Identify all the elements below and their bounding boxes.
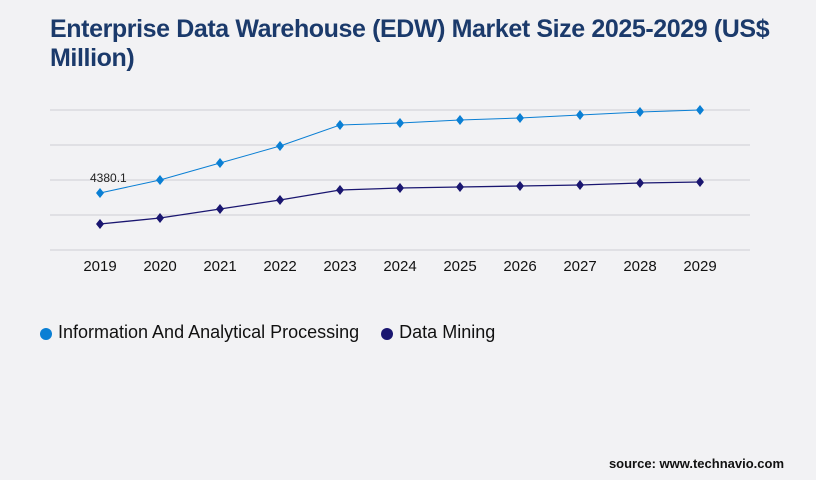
x-tick-label: 2027 [563, 258, 596, 275]
data-point [156, 212, 164, 223]
x-tick-label: 2026 [503, 258, 536, 275]
x-tick-label: 2024 [383, 258, 416, 275]
data-point [636, 107, 644, 118]
data-point [396, 183, 404, 194]
legend-label: Information And Analytical Processing [58, 322, 360, 342]
x-tick-label: 2021 [203, 258, 236, 275]
data-point [516, 180, 524, 191]
data-point [336, 120, 344, 131]
x-tick-label: 2023 [323, 258, 356, 275]
x-tick-label: 2022 [263, 258, 296, 275]
data-point [396, 118, 404, 129]
data-point [216, 204, 224, 215]
data-point [336, 185, 344, 196]
x-tick-label: 2025 [443, 258, 476, 275]
x-tick-label: 2029 [683, 258, 716, 275]
data-point [456, 182, 464, 193]
data-point [276, 195, 284, 206]
data-point [636, 178, 644, 189]
data-point [696, 105, 704, 115]
data-point [216, 158, 224, 169]
legend-marker-icon [40, 328, 52, 340]
chart-title: Enterprise Data Warehouse (EDW) Market S… [50, 15, 770, 72]
x-tick-label: 2020 [143, 258, 176, 275]
data-point [456, 115, 464, 126]
data-point [96, 218, 104, 229]
source-note: source: www.technavio.com [608, 456, 784, 471]
legend-item-1: Data Mining [381, 322, 495, 343]
legend-marker-icon [381, 328, 394, 340]
data-point [96, 187, 104, 198]
data-point [516, 113, 524, 124]
data-label: 4380.1 [90, 171, 127, 185]
data-point [156, 175, 164, 185]
data-point [576, 179, 584, 190]
x-tick-label: 2019 [83, 258, 116, 275]
x-tick-label: 2028 [623, 258, 656, 275]
data-point [696, 177, 704, 188]
legend-item-0: Information And Analytical Processing [40, 322, 359, 343]
legend: Information And Analytical Processing Da… [40, 322, 517, 343]
data-point [576, 109, 584, 120]
data-point [276, 141, 284, 152]
legend-label: Data Mining [399, 322, 496, 342]
